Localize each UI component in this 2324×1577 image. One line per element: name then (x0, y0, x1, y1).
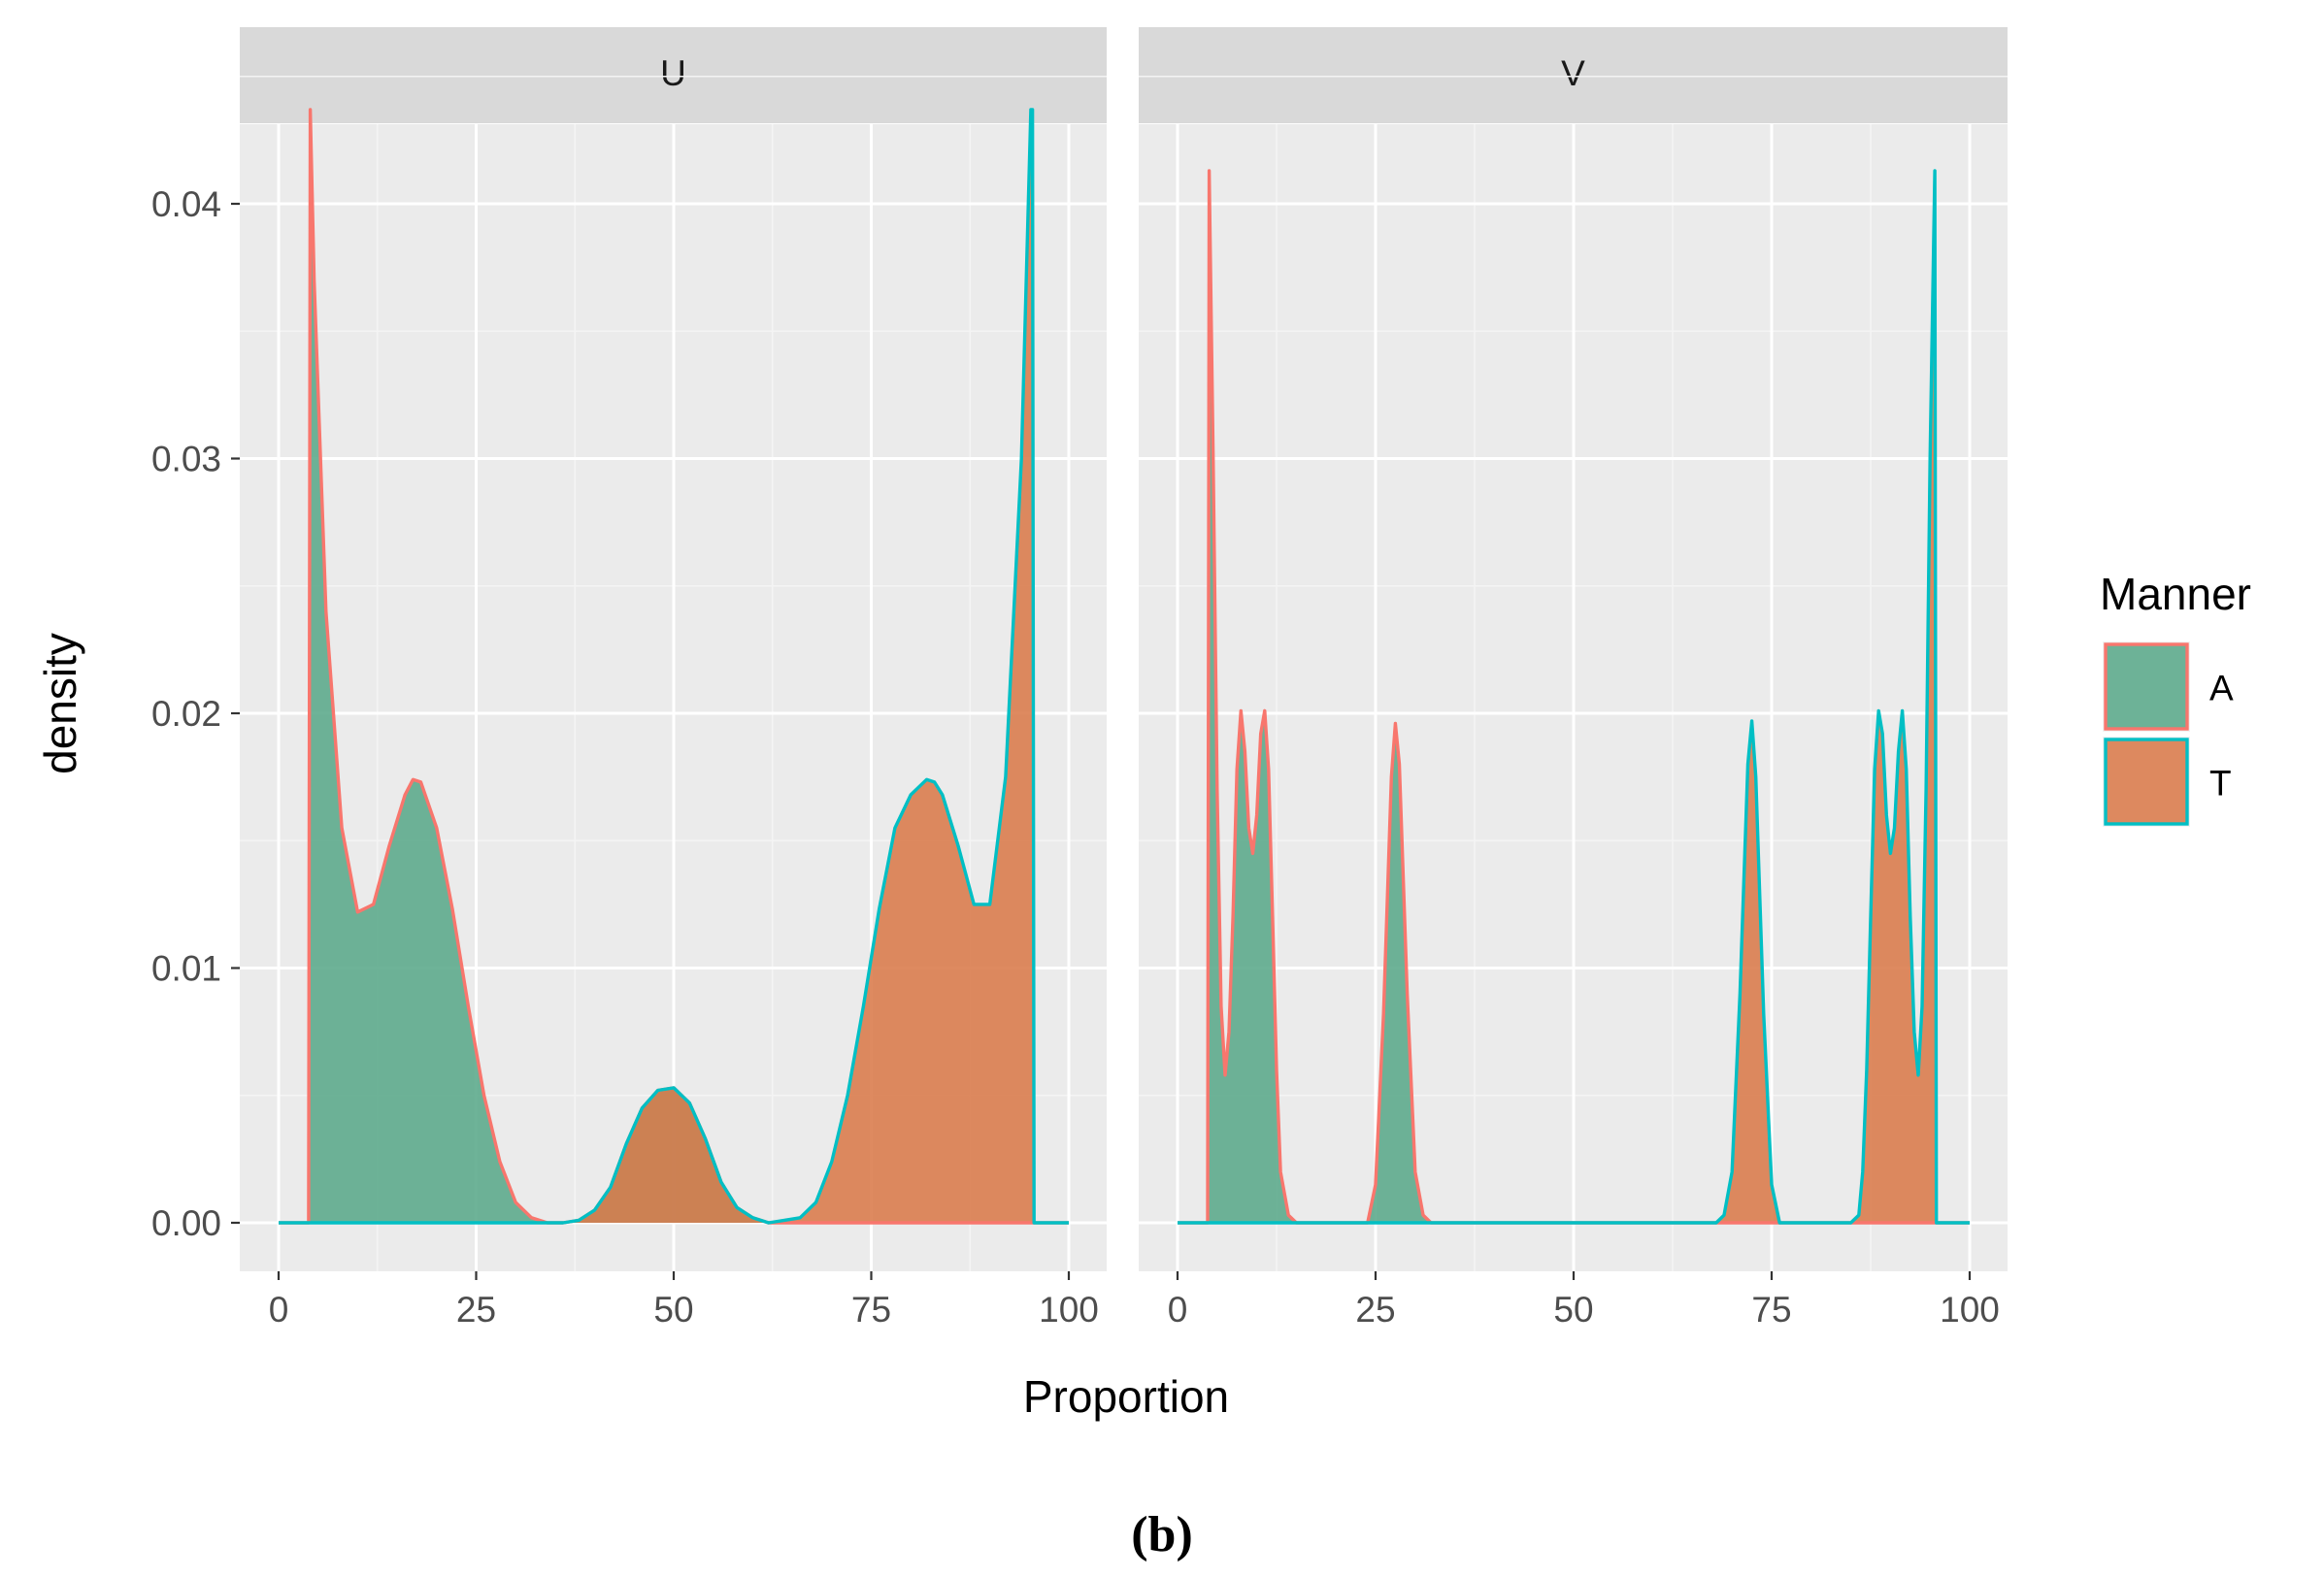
y-tick-label: 0.02 (151, 694, 221, 734)
x-tick-label: 100 (1940, 1290, 2000, 1330)
density-fills (279, 109, 1069, 1223)
x-tick-label: 0 (269, 1290, 289, 1330)
figure-caption: (b) (1131, 1507, 1193, 1562)
legend-label-A: A (2209, 669, 2234, 708)
y-tick-label: 0.03 (151, 440, 221, 479)
x-tick-label: 25 (456, 1290, 496, 1330)
x-tick-label: 50 (1553, 1290, 1593, 1330)
density-area-A (279, 109, 1069, 1223)
x-tick-label: 75 (1751, 1290, 1791, 1330)
density-line-T (279, 108, 1069, 1225)
x-tick-label: 0 (1168, 1290, 1188, 1330)
legend: Manner A T (2100, 569, 2251, 827)
density-area-T (1178, 170, 1970, 1223)
density-line-A (1178, 169, 1970, 1225)
y-tick-label: 0.04 (151, 184, 221, 224)
legend-key-T (2104, 738, 2189, 826)
facet-panels: 0.00 0.01 0.02 0.03 0.04 U 0 25 50 75 100 V 0 25 50 75 1… (151, 27, 2008, 1330)
y-axis-title: density (35, 633, 85, 774)
density-lines (1178, 169, 1970, 1225)
y-tick-label: 0.01 (151, 949, 221, 989)
x-tick-label: 75 (851, 1290, 891, 1330)
density-lines (279, 108, 1069, 1225)
x-tick-label: 50 (653, 1290, 693, 1330)
facet-strip (240, 27, 1107, 123)
facet-strip-label: U (660, 53, 686, 93)
x-tick-label: 100 (1039, 1290, 1099, 1330)
facet-strip (1139, 27, 2008, 123)
legend-key-A (2104, 642, 2189, 731)
facet-strip-label: V (1561, 53, 1585, 93)
x-axis-title: Proportion (1023, 1371, 1229, 1422)
legend-label-T: T (2209, 764, 2232, 804)
panel-v: V 0 25 50 75 100 (1139, 27, 2008, 1330)
density-line-T (1178, 169, 1970, 1225)
density-area-A (1178, 170, 1970, 1223)
panel-u: U 0 25 50 75 100 (240, 27, 1107, 1330)
density-area-T (279, 109, 1069, 1223)
x-tick-label: 25 (1355, 1290, 1395, 1330)
legend-title: Manner (2100, 569, 2251, 619)
density-fills (1178, 170, 1970, 1223)
y-tick-label: 0.00 (151, 1203, 221, 1243)
